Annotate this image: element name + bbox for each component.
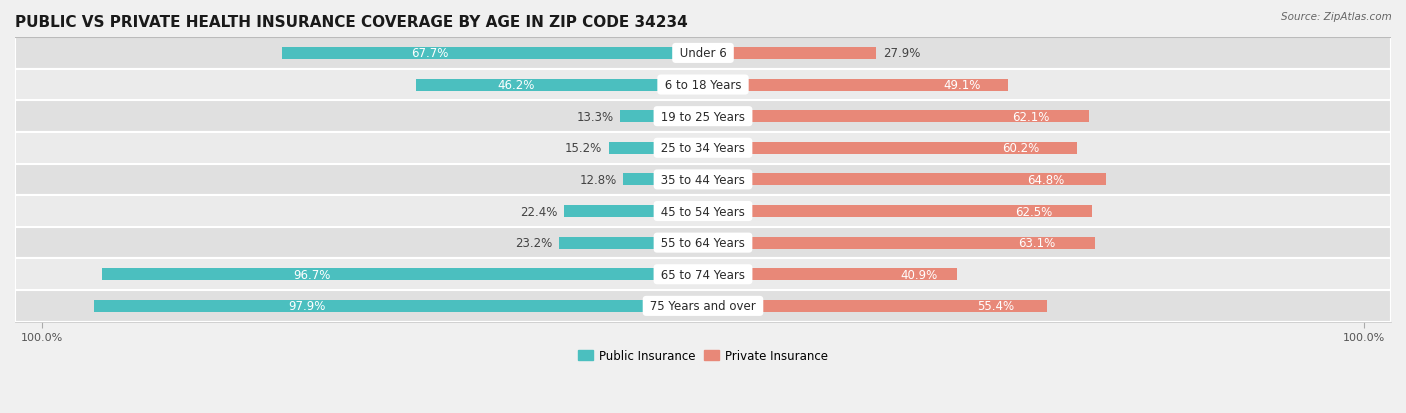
FancyBboxPatch shape xyxy=(15,290,1391,322)
Bar xyxy=(703,79,1008,91)
Bar xyxy=(283,48,703,60)
Text: Under 6: Under 6 xyxy=(676,47,730,60)
FancyBboxPatch shape xyxy=(15,196,1391,227)
Text: 25 to 34 Years: 25 to 34 Years xyxy=(657,142,749,155)
Text: 35 to 44 Years: 35 to 44 Years xyxy=(657,173,749,186)
Bar xyxy=(703,237,1095,249)
Legend: Public Insurance, Private Insurance: Public Insurance, Private Insurance xyxy=(574,345,832,367)
Text: 55.4%: 55.4% xyxy=(977,300,1014,313)
Text: 22.4%: 22.4% xyxy=(520,205,557,218)
Text: 62.1%: 62.1% xyxy=(1012,110,1050,123)
Text: 65 to 74 Years: 65 to 74 Years xyxy=(657,268,749,281)
Text: Source: ZipAtlas.com: Source: ZipAtlas.com xyxy=(1281,12,1392,22)
FancyBboxPatch shape xyxy=(15,259,1391,290)
Bar xyxy=(703,268,957,280)
Text: 75 Years and over: 75 Years and over xyxy=(647,300,759,313)
Text: 62.5%: 62.5% xyxy=(1015,205,1052,218)
Text: 13.3%: 13.3% xyxy=(576,110,613,123)
Text: 15.2%: 15.2% xyxy=(565,142,602,155)
Text: PUBLIC VS PRIVATE HEALTH INSURANCE COVERAGE BY AGE IN ZIP CODE 34234: PUBLIC VS PRIVATE HEALTH INSURANCE COVER… xyxy=(15,15,688,30)
Text: 60.2%: 60.2% xyxy=(1002,142,1040,155)
Text: 49.1%: 49.1% xyxy=(943,79,981,92)
FancyBboxPatch shape xyxy=(15,69,1391,101)
Text: 67.7%: 67.7% xyxy=(411,47,449,60)
Text: 45 to 54 Years: 45 to 54 Years xyxy=(657,205,749,218)
Text: 64.8%: 64.8% xyxy=(1026,173,1064,186)
Text: 97.9%: 97.9% xyxy=(288,300,326,313)
Text: 6 to 18 Years: 6 to 18 Years xyxy=(661,79,745,92)
Text: 19 to 25 Years: 19 to 25 Years xyxy=(657,110,749,123)
FancyBboxPatch shape xyxy=(15,133,1391,164)
Text: 27.9%: 27.9% xyxy=(883,47,921,60)
Bar xyxy=(564,206,703,218)
Bar xyxy=(416,79,703,91)
FancyBboxPatch shape xyxy=(15,38,1391,69)
Bar xyxy=(703,142,1077,154)
Bar xyxy=(623,174,703,186)
Bar xyxy=(94,300,703,312)
Text: 46.2%: 46.2% xyxy=(498,79,536,92)
Text: 55 to 64 Years: 55 to 64 Years xyxy=(657,237,749,249)
Bar xyxy=(703,111,1090,123)
Bar xyxy=(703,300,1047,312)
Bar xyxy=(703,174,1107,186)
FancyBboxPatch shape xyxy=(15,164,1391,196)
Bar xyxy=(703,48,876,60)
Bar xyxy=(558,237,703,249)
Bar xyxy=(620,111,703,123)
Text: 40.9%: 40.9% xyxy=(900,268,938,281)
FancyBboxPatch shape xyxy=(15,101,1391,133)
Bar xyxy=(101,268,703,280)
Text: 96.7%: 96.7% xyxy=(294,268,330,281)
FancyBboxPatch shape xyxy=(15,227,1391,259)
Bar xyxy=(703,206,1091,218)
Text: 12.8%: 12.8% xyxy=(579,173,617,186)
Text: 63.1%: 63.1% xyxy=(1018,237,1054,249)
Bar xyxy=(609,142,703,154)
Text: 23.2%: 23.2% xyxy=(515,237,553,249)
